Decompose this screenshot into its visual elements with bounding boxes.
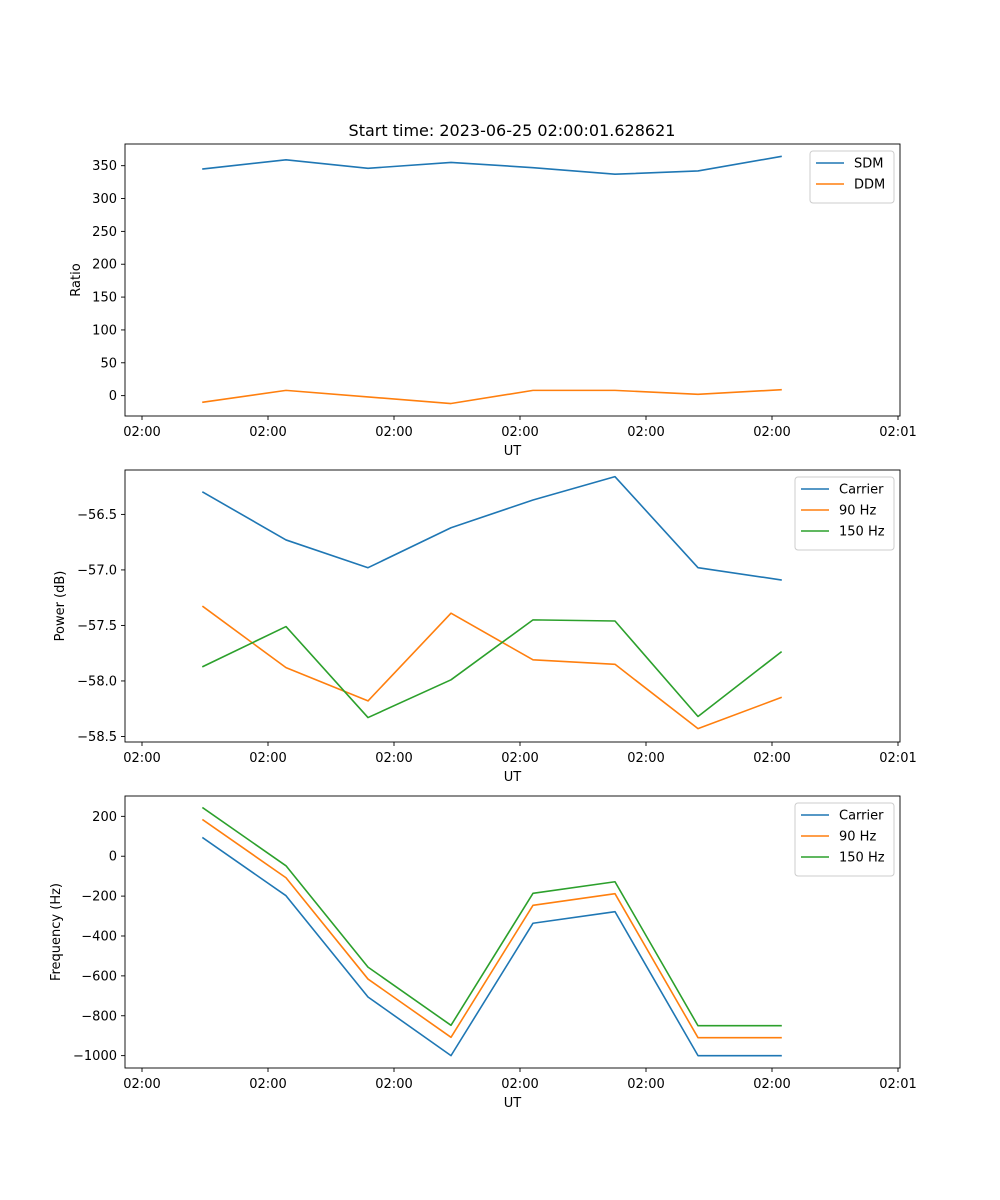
legend: Carrier 90 Hz 150 Hz bbox=[794, 802, 895, 877]
x-tick-label: 02:00 bbox=[501, 425, 538, 440]
x-axis-label: UT bbox=[504, 770, 522, 785]
plots-container: 02:00 02:00 02:00 02:00 02:00 02:00 02:01 0 50 10… bbox=[49, 143, 917, 1111]
x-axis-label: UT bbox=[504, 1096, 522, 1111]
y-axis-label: Power (dB) bbox=[53, 571, 68, 642]
legend-label: SDM bbox=[854, 157, 883, 172]
series-line-ddm bbox=[202, 388, 782, 405]
x-tick-label: 02:01 bbox=[879, 425, 916, 440]
axes-frame bbox=[124, 143, 901, 417]
y-tick-label: −400 bbox=[81, 929, 117, 944]
axes-frame bbox=[124, 469, 901, 743]
series-line-sdm bbox=[202, 155, 782, 176]
legend-label: DDM bbox=[854, 178, 885, 193]
y-tick-label: −800 bbox=[81, 1009, 117, 1024]
axes-frame bbox=[124, 795, 901, 1069]
x-axis-label: UT bbox=[504, 444, 522, 459]
series-line-90-hz bbox=[201, 605, 783, 730]
y-tick-label: 0 bbox=[109, 850, 117, 865]
x-tick-label: 02:00 bbox=[249, 1077, 286, 1092]
x-tick-label: 02:01 bbox=[879, 751, 916, 766]
x-tick-label: 02:00 bbox=[753, 425, 790, 440]
y-tick-label: 150 bbox=[92, 291, 117, 306]
x-tick-label: 02:00 bbox=[249, 751, 286, 766]
series-line-150-hz bbox=[201, 619, 783, 719]
y-tick-label: 200 bbox=[92, 810, 117, 825]
x-tick-label: 02:00 bbox=[753, 1077, 790, 1092]
x-tick-label: 02:00 bbox=[627, 425, 664, 440]
subplot-1: 02:00 02:00 02:00 02:00 02:00 02:00 02:01 0 50 10… bbox=[69, 143, 917, 459]
y-tick-label: 200 bbox=[92, 258, 117, 273]
y-tick-label: −58.5 bbox=[77, 730, 117, 745]
x-tick-label: 02:00 bbox=[123, 751, 160, 766]
y-tick-label: 0 bbox=[109, 389, 117, 404]
y-axis-label: Frequency (Hz) bbox=[49, 883, 64, 981]
x-tick-label: 02:00 bbox=[501, 751, 538, 766]
legend-label: 90 Hz bbox=[839, 504, 876, 519]
x-tick-label: 02:00 bbox=[753, 751, 790, 766]
x-tick-label: 02:00 bbox=[123, 425, 160, 440]
figure-title: Start time: 2023-06-25 02:00:01.628621 bbox=[349, 121, 676, 140]
y-tick-label: 300 bbox=[92, 192, 117, 207]
legend: SDM DDM bbox=[809, 150, 895, 204]
y-tick-label: −58.0 bbox=[77, 674, 117, 689]
x-tick-label: 02:00 bbox=[627, 1077, 664, 1092]
subplot-3: 02:00 02:00 02:00 02:00 02:00 02:00 02:01 −1000… bbox=[49, 795, 917, 1111]
legend-label: Carrier bbox=[839, 483, 884, 498]
y-tick-label: 250 bbox=[92, 225, 117, 240]
y-tick-label: 100 bbox=[92, 323, 117, 338]
y-tick-label: −600 bbox=[81, 969, 117, 984]
y-tick-label: −200 bbox=[81, 890, 117, 905]
subplot-2: 02:00 02:00 02:00 02:00 02:00 02:00 02:01 −58.5… bbox=[53, 469, 917, 785]
y-tick-label: −1000 bbox=[73, 1049, 117, 1064]
legend-box bbox=[809, 150, 895, 204]
y-tick-label: 350 bbox=[92, 159, 117, 174]
y-axis-label: Ratio bbox=[69, 263, 84, 296]
legend: Carrier 90 Hz 150 Hz bbox=[794, 476, 895, 551]
y-tick-label: −57.5 bbox=[77, 619, 117, 634]
legend-label: 150 Hz bbox=[839, 851, 885, 866]
series-line-carrier bbox=[201, 836, 782, 1057]
x-tick-label: 02:00 bbox=[375, 751, 412, 766]
y-tick-label: −57.0 bbox=[77, 563, 117, 578]
series-line-carrier bbox=[201, 475, 782, 581]
legend-label: 90 Hz bbox=[839, 830, 876, 845]
x-tick-label: 02:00 bbox=[123, 1077, 160, 1092]
legend-label: Carrier bbox=[839, 809, 884, 824]
x-tick-label: 02:01 bbox=[879, 1077, 916, 1092]
x-tick-label: 02:00 bbox=[375, 425, 412, 440]
x-tick-label: 02:00 bbox=[627, 751, 664, 766]
x-tick-label: 02:00 bbox=[501, 1077, 538, 1092]
y-tick-label: −56.5 bbox=[77, 508, 117, 523]
x-tick-label: 02:00 bbox=[249, 425, 286, 440]
series-line-90-hz bbox=[201, 818, 782, 1039]
series-line-150-hz bbox=[201, 806, 782, 1027]
y-tick-label: 50 bbox=[100, 356, 117, 371]
legend-label: 150 Hz bbox=[839, 525, 885, 540]
x-tick-label: 02:00 bbox=[375, 1077, 412, 1092]
